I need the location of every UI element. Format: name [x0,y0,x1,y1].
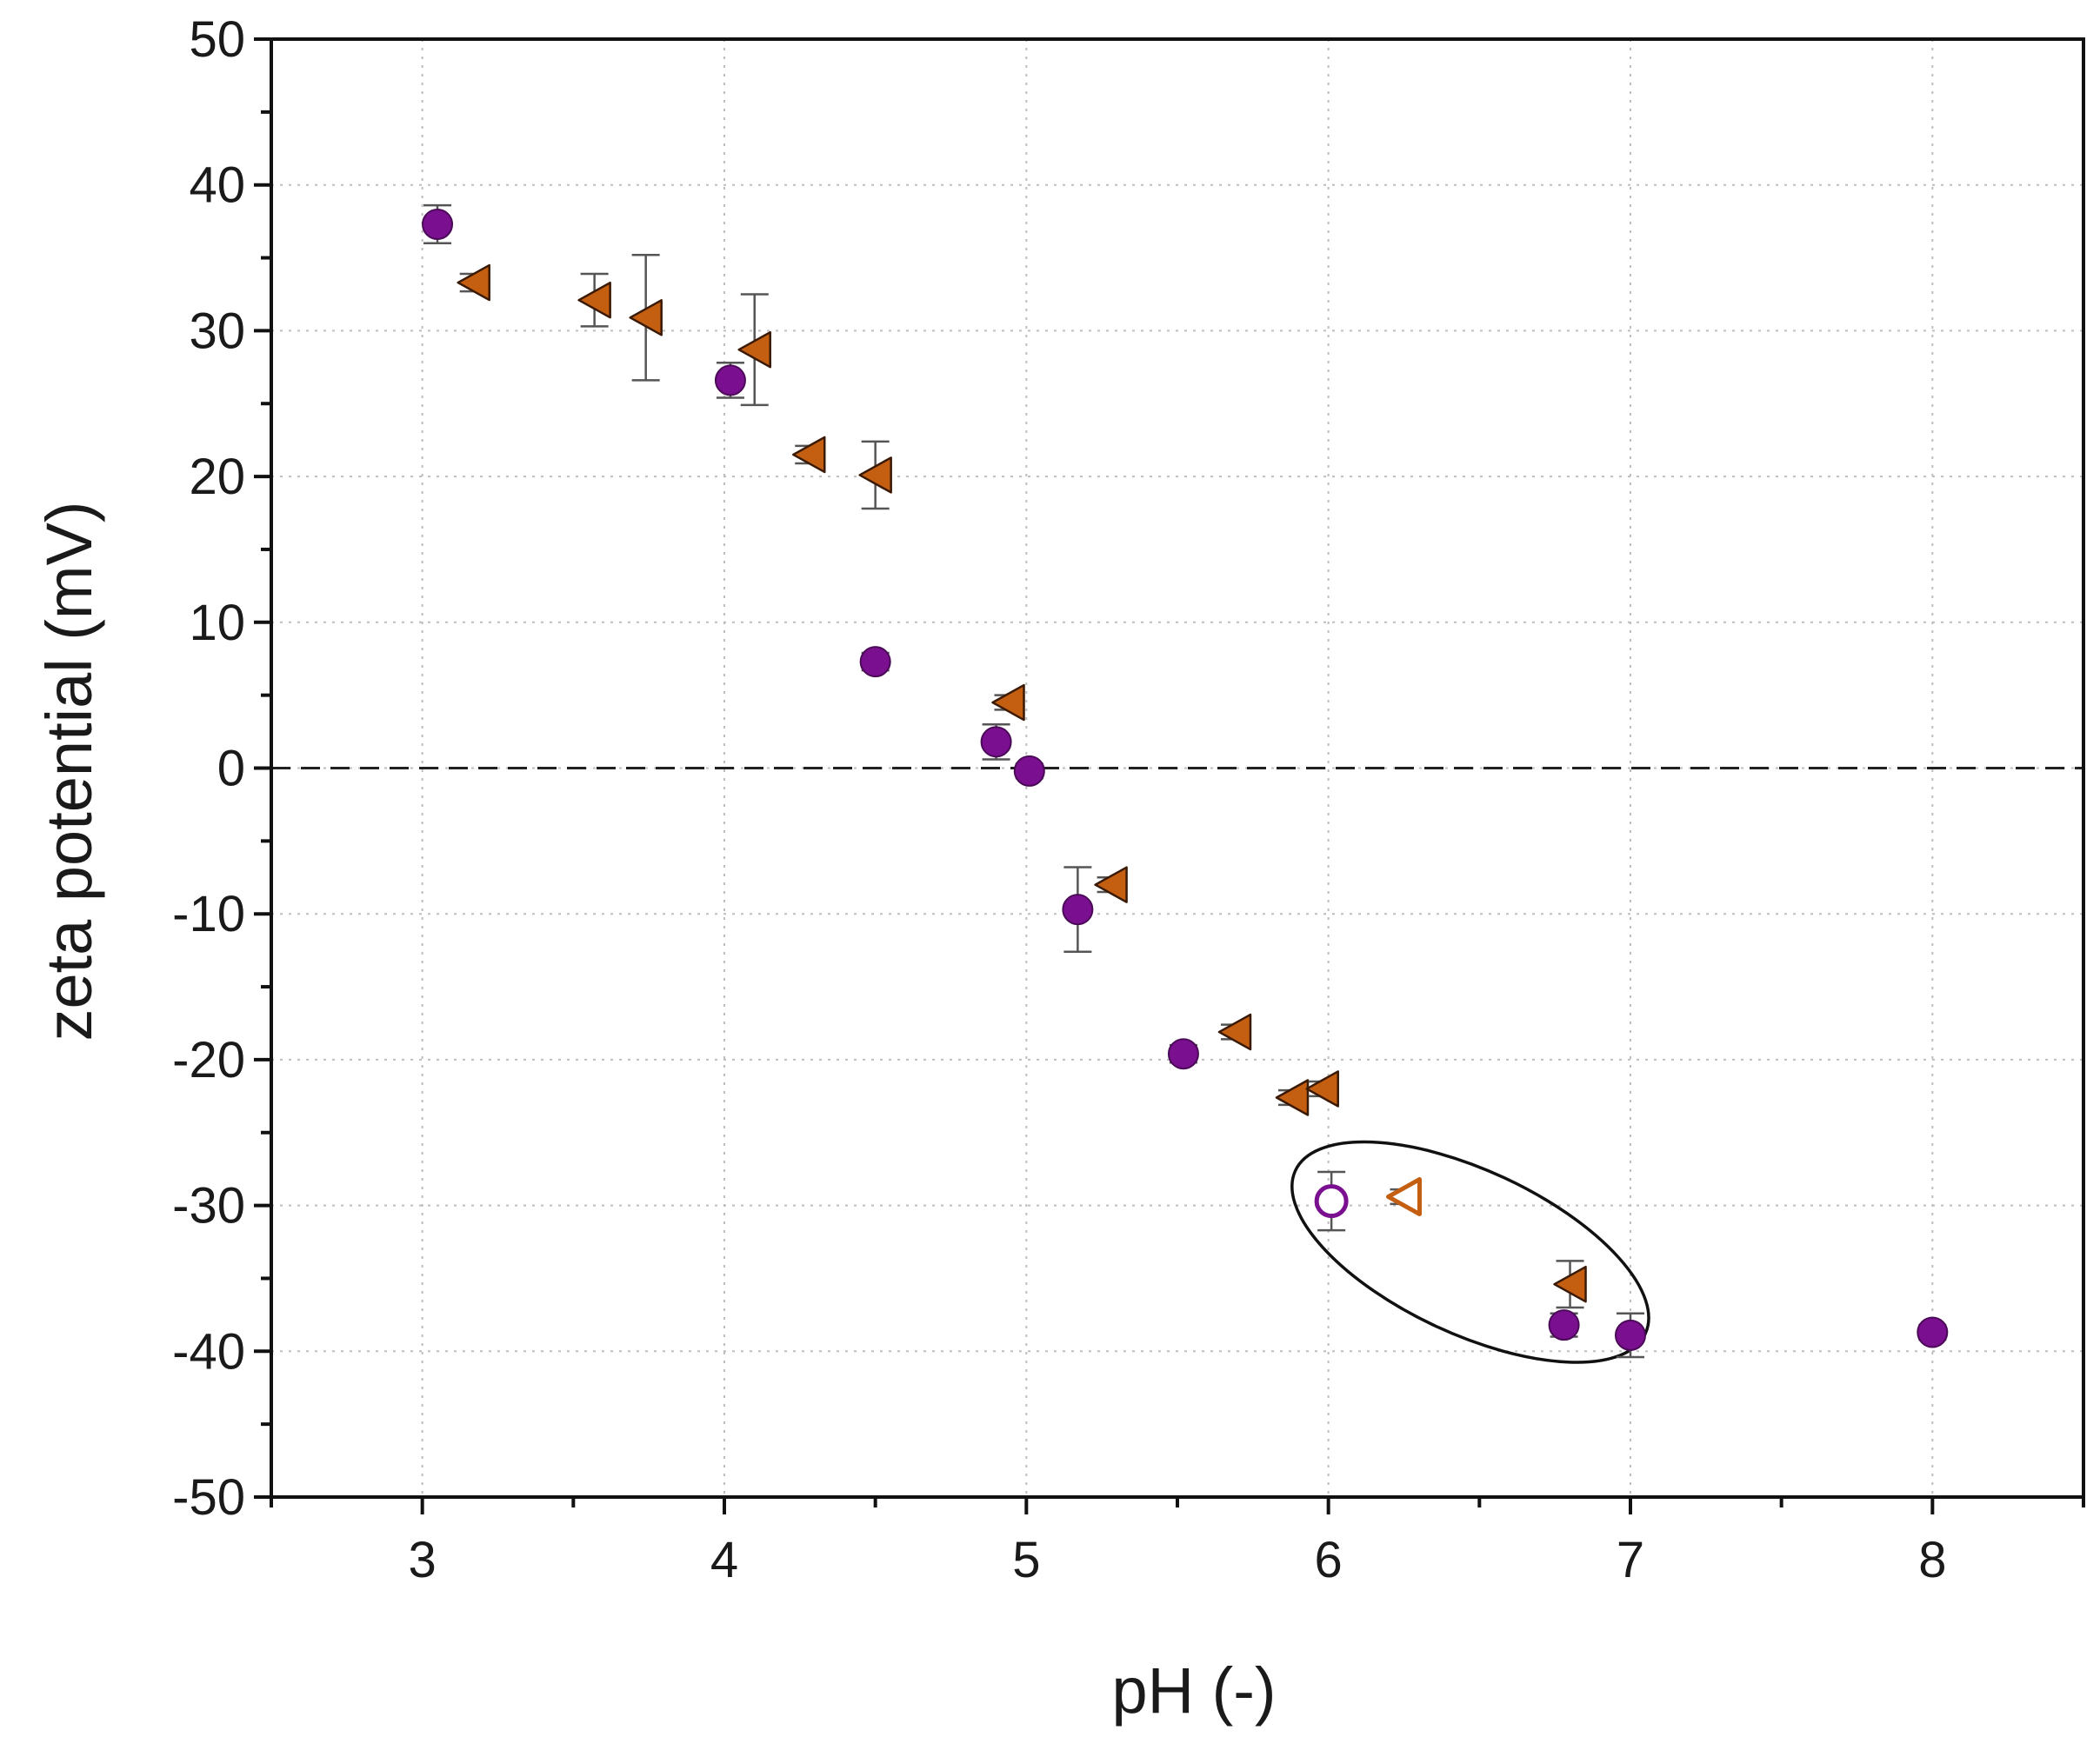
data-point-circle [1167,1038,1199,1070]
x-tick-label: 4 [710,1532,738,1588]
y-tick-label: 40 [189,157,245,214]
data-point-triangle [577,281,611,319]
data-point-triangle [457,263,490,302]
data-point-circle [1548,1309,1580,1341]
data-point-circle [980,726,1012,758]
data-point-triangle-hollow [1386,1177,1422,1217]
data-point-triangle [1094,866,1128,903]
data-point-circle-hollow [1314,1184,1349,1219]
outlier-ellipse-annotation [1290,1140,1650,1364]
y-tick-label: 50 [189,11,245,68]
x-tick-label: 6 [1315,1532,1343,1588]
x-tick-label: 7 [1617,1532,1644,1588]
axes-layer [254,37,2085,1514]
data-point-triangle [792,436,826,474]
x-tick-label: 8 [1918,1532,1946,1588]
data-point-triangle [1553,1265,1587,1303]
data-point-triangle [991,683,1025,722]
data-point-triangle [737,330,771,369]
y-tick-label: -20 [172,1032,245,1088]
data-point-triangle [1217,1013,1252,1051]
y-tick-label: 20 [189,449,245,505]
data-point-triangle [858,456,892,494]
x-axis-title: pH (-) [1111,1654,1276,1727]
y-axis-title: zeta potential (mV) [33,501,105,1041]
y-tick-label: -50 [172,1469,245,1526]
y-tick-label: 0 [217,741,245,797]
data-layer [422,203,1949,1359]
y-tick-label: -30 [172,1178,245,1235]
y-tick-label: -10 [172,886,245,942]
data-point-circle [1013,755,1045,787]
data-point-circle [1917,1316,1949,1348]
data-point-circle [422,208,454,240]
data-point-triangle [1305,1070,1339,1108]
label-layer: 3 4 5 6 7 8 -50 -40 -30 -20 -10 0 10 20 30 40 50 [172,11,1946,1588]
y-tick-label: 30 [189,303,245,359]
y-tick-label: 10 [189,595,245,651]
data-point-triangle [1275,1079,1310,1116]
data-point-circle [1062,894,1094,926]
x-tick-label: 3 [409,1532,437,1588]
data-point-circle [1615,1319,1646,1351]
x-tick-label: 5 [1012,1532,1040,1588]
data-point-circle [859,646,891,678]
y-tick-label: -40 [172,1323,245,1380]
data-point-triangle [629,299,663,336]
data-point-circle [714,364,746,396]
annotation-layer [1290,1140,1650,1364]
